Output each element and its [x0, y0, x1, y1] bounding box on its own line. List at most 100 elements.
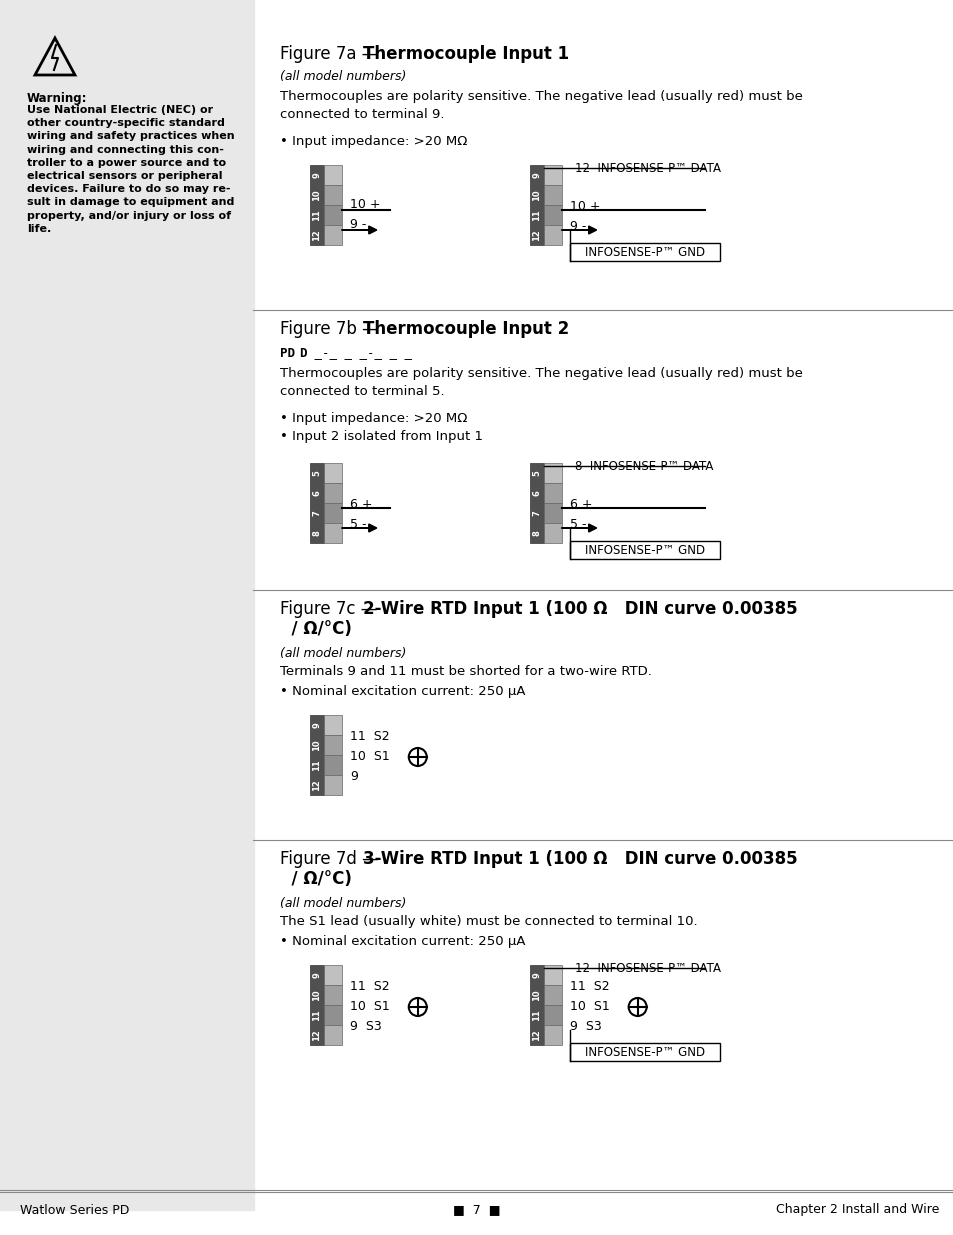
Text: 12: 12 [312, 230, 321, 241]
Text: / Ω/°C): / Ω/°C) [279, 620, 352, 638]
Text: 10  S1: 10 S1 [350, 1000, 389, 1014]
Bar [323, 986, 341, 1005]
Text: Figure 7d —: Figure 7d — [279, 850, 383, 868]
Text: Figure 7b —: Figure 7b — [279, 320, 383, 338]
Text: 12: 12 [532, 1029, 540, 1041]
Text: 8  INFOSENSE-P™ DATA: 8 INFOSENSE-P™ DATA [574, 459, 712, 473]
Text: 9 -: 9 - [350, 219, 366, 231]
Text: 9: 9 [312, 972, 321, 978]
Bar [543, 986, 561, 1005]
Text: 11: 11 [532, 209, 540, 221]
Text: Warning:: Warning: [27, 91, 88, 105]
Bar [323, 735, 341, 755]
Text: 11: 11 [312, 760, 321, 771]
Text: • Nominal excitation current: 250 μA: • Nominal excitation current: 250 μA [279, 935, 525, 948]
Text: (all model numbers): (all model numbers) [279, 70, 406, 83]
Text: 3-Wire RTD Input 1 (100 Ω   DIN curve 0.00385: 3-Wire RTD Input 1 (100 Ω DIN curve 0.00… [362, 850, 797, 868]
Text: Thermocouples are polarity sensitive. The negative lead (usually red) must be
co: Thermocouples are polarity sensitive. Th… [279, 367, 801, 398]
Text: 9: 9 [312, 172, 321, 178]
FancyArrow shape [561, 524, 596, 532]
Text: Figure 7c —: Figure 7c — [279, 600, 382, 618]
Bar [310, 715, 323, 795]
Bar [543, 185, 561, 205]
Text: • Input 2 isolated from Input 1: • Input 2 isolated from Input 1 [279, 430, 482, 443]
Text: 10  S1: 10 S1 [569, 1000, 609, 1014]
Bar [323, 522, 341, 543]
Bar [543, 165, 561, 185]
Text: 5 -: 5 - [350, 519, 366, 531]
Bar [529, 165, 543, 245]
Bar [323, 463, 341, 483]
Text: 9: 9 [312, 722, 321, 727]
Text: Thermocouple Input 1: Thermocouple Input 1 [362, 44, 568, 63]
Text: 6 +: 6 + [569, 499, 592, 511]
Text: PD: PD [279, 347, 294, 359]
Bar [543, 965, 561, 986]
Text: Chapter 2 Install and Wire: Chapter 2 Install and Wire [776, 1203, 939, 1216]
Text: • Input impedance: >20 MΩ: • Input impedance: >20 MΩ [279, 135, 467, 148]
Bar [543, 225, 561, 245]
Text: 10 +: 10 + [569, 200, 599, 214]
Text: 5 -: 5 - [569, 519, 585, 531]
Text: 6 +: 6 + [350, 499, 372, 511]
FancyArrow shape [341, 524, 376, 532]
Text: 11: 11 [532, 1009, 540, 1021]
Text: 5: 5 [312, 471, 321, 475]
Text: The S1 lead (usually white) must be connected to terminal 10.: The S1 lead (usually white) must be conn… [279, 915, 697, 927]
Bar [543, 463, 561, 483]
Bar [323, 225, 341, 245]
FancyArrow shape [561, 226, 596, 233]
Bar [323, 205, 341, 225]
Text: 11  S2: 11 S2 [350, 981, 389, 993]
Text: (all model numbers): (all model numbers) [279, 897, 406, 910]
Text: INFOSENSE-P™ GND: INFOSENSE-P™ GND [584, 543, 704, 557]
Text: 9: 9 [532, 172, 540, 178]
Bar [310, 965, 323, 1045]
Text: 12  INFOSENSE-P™ DATA: 12 INFOSENSE-P™ DATA [574, 962, 720, 974]
Text: • Nominal excitation current: 250 μA: • Nominal excitation current: 250 μA [279, 685, 525, 698]
Bar [569, 243, 719, 261]
Text: 9  S3: 9 S3 [569, 1020, 600, 1034]
Bar [529, 463, 543, 543]
Text: Use National Electric (NEC) or
other country-specific standard
wiring and safety: Use National Electric (NEC) or other cou… [27, 105, 234, 233]
Text: 2-Wire RTD Input 1 (100 Ω   DIN curve 0.00385: 2-Wire RTD Input 1 (100 Ω DIN curve 0.00… [362, 600, 797, 618]
Text: 12: 12 [532, 230, 540, 241]
Text: 10: 10 [532, 189, 540, 201]
Bar [569, 1044, 719, 1061]
Text: 10: 10 [312, 740, 321, 751]
Text: Terminals 9 and 11 must be shorted for a two-wire RTD.: Terminals 9 and 11 must be shorted for a… [279, 664, 651, 678]
Text: 7: 7 [532, 510, 540, 516]
Bar [543, 522, 561, 543]
Bar [310, 165, 323, 245]
Text: INFOSENSE-P™ GND: INFOSENSE-P™ GND [584, 1046, 704, 1058]
Bar [323, 776, 341, 795]
Text: ■  7  ■: ■ 7 ■ [453, 1203, 500, 1216]
Text: 5: 5 [532, 471, 540, 475]
Text: Watlow Series PD: Watlow Series PD [20, 1203, 130, 1216]
Text: 8: 8 [532, 530, 540, 536]
Bar [323, 755, 341, 776]
Text: 7: 7 [312, 510, 321, 516]
Bar [323, 965, 341, 986]
Text: 10: 10 [312, 189, 321, 201]
Text: Thermocouples are polarity sensitive. The negative lead (usually red) must be
co: Thermocouples are polarity sensitive. Th… [279, 90, 801, 121]
Text: Thermocouple Input 2: Thermocouple Input 2 [362, 320, 568, 338]
Text: 12: 12 [312, 779, 321, 790]
Text: 9: 9 [350, 771, 357, 783]
Text: (all model numbers): (all model numbers) [279, 647, 406, 659]
FancyArrow shape [341, 226, 376, 233]
Text: 11: 11 [312, 1009, 321, 1021]
Bar [543, 503, 561, 522]
Text: D: D [298, 347, 306, 359]
Text: 9  S3: 9 S3 [350, 1020, 381, 1034]
Text: 10 +: 10 + [350, 199, 380, 211]
Bar [323, 715, 341, 735]
Bar [569, 541, 719, 559]
Text: 11  S2: 11 S2 [350, 730, 389, 743]
Bar [323, 1025, 341, 1045]
Text: 8: 8 [312, 530, 321, 536]
Text: • Input impedance: >20 MΩ: • Input impedance: >20 MΩ [279, 412, 467, 425]
Bar [323, 165, 341, 185]
Text: 12  INFOSENSE-P™ DATA: 12 INFOSENSE-P™ DATA [574, 162, 720, 174]
Text: 9: 9 [532, 972, 540, 978]
